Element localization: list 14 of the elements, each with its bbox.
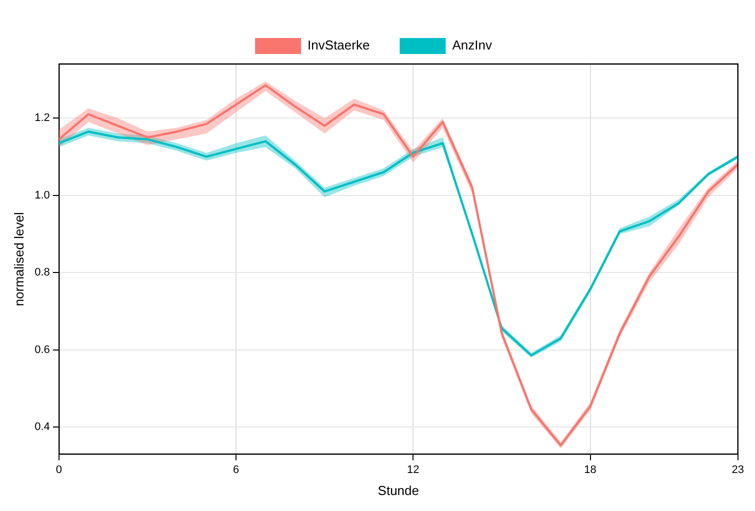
x-tick-label: 12: [407, 464, 420, 476]
y-tick-label: 1.0: [34, 189, 50, 202]
y-tick-label: 0.6: [34, 344, 50, 356]
y-tick-label: 0.4: [34, 421, 50, 434]
x-tick-label: 6: [232, 464, 240, 476]
y-axis-title: normalised level: [11, 212, 26, 306]
legend-label: InvStaerke: [308, 38, 370, 53]
y-tick-label: 1.2: [34, 112, 50, 124]
y-tick-label: 0.8: [34, 266, 50, 279]
x-tick-label: 0: [56, 464, 62, 476]
x-axis-title: Stunde: [378, 482, 419, 498]
legend-label: AnzInv: [452, 38, 492, 53]
x-tick-label: 18: [584, 464, 596, 476]
x-tick-label: 23: [732, 464, 744, 476]
